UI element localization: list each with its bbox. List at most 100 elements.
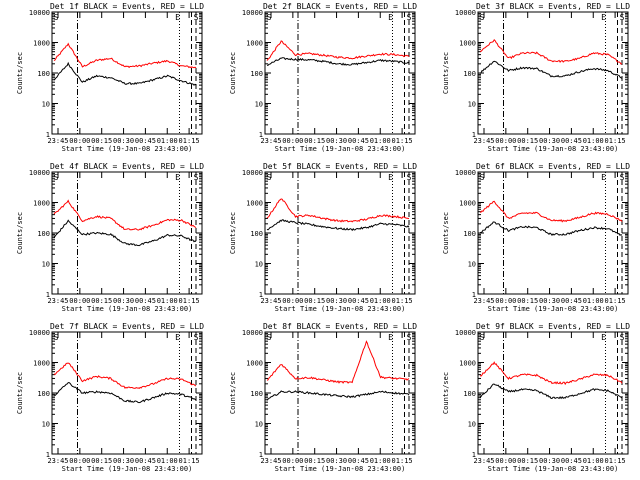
chart-panel-3: Det 3f BLACK = Events, RED = LLD 1 10 100 10… — [442, 2, 630, 153]
y-axis-label: Counts/sec — [16, 212, 24, 254]
segment-marker: E — [601, 13, 606, 22]
y-tick-label: 1000 — [33, 40, 50, 48]
y-axis-label: Counts/sec — [16, 52, 24, 94]
x-tick-label: 00:45 — [561, 137, 582, 145]
segment-marker: S — [194, 333, 199, 342]
y-tick-label: 10 — [42, 101, 50, 109]
y-tick-label: 1 — [46, 131, 50, 139]
x-tick-label: 23:45 — [47, 297, 68, 305]
series-line-lld — [266, 340, 410, 384]
series-line-lld — [53, 199, 197, 231]
chart-panel-8: Det 8f BLACK = Events, RED = LLD 1 10 100 10… — [229, 322, 417, 473]
x-tick-label: 00:00 — [495, 457, 516, 465]
x-tick-label: 00:45 — [561, 297, 582, 305]
y-tick-label: 100 — [37, 230, 50, 238]
x-tick-label: 23:45 — [473, 137, 494, 145]
y-tick-label: 100 — [463, 390, 476, 398]
y-axis-label: Counts/sec — [442, 212, 450, 254]
y-tick-label: 10 — [468, 261, 476, 269]
y-tick-label: 100 — [463, 230, 476, 238]
x-tick-label: 00:15 — [304, 457, 325, 465]
chart-panel-7: Det 7f BLACK = Events, RED = LLD 1 10 100 10… — [16, 322, 204, 473]
x-tick-label: 01:00 — [583, 137, 604, 145]
y-tick-label: 10 — [42, 261, 50, 269]
y-tick-label: 1000 — [246, 360, 263, 368]
segment-marker: S — [54, 333, 59, 342]
series-line-events — [479, 221, 623, 237]
x-tick-label: 00:00 — [495, 137, 516, 145]
x-tick-label: 00:00 — [69, 137, 90, 145]
x-axis-label: Start Time (19-Jan-08 23:43:00) — [275, 145, 406, 153]
y-tick-label: 1000 — [459, 40, 476, 48]
segment-marker: E — [388, 13, 393, 22]
segment-marker: S — [267, 13, 272, 22]
x-tick-label: 00:00 — [69, 297, 90, 305]
chart-title: Det 7f BLACK = Events, RED = LLD — [50, 322, 204, 331]
y-tick-label: 10 — [42, 421, 50, 429]
series-line-lld — [479, 361, 623, 386]
chart-title: Det 9f BLACK = Events, RED = LLD — [476, 322, 630, 331]
x-tick-label: 01:15 — [179, 457, 200, 465]
chart-title: Det 1f BLACK = Events, RED = LLD — [50, 2, 204, 11]
segment-marker: S — [620, 333, 625, 342]
chart-panel-1: Det 1f BLACK = Events, RED = LLD 1 10 100 10… — [16, 2, 204, 153]
x-tick-label: 00:30 — [113, 297, 134, 305]
x-axis-label: Start Time (19-Jan-08 23:43:00) — [62, 465, 193, 473]
x-axis-label: Start Time (19-Jan-08 23:43:00) — [62, 145, 193, 153]
series-line-events — [266, 390, 410, 401]
x-tick-label: 00:45 — [135, 297, 156, 305]
x-tick-label: 00:45 — [135, 137, 156, 145]
x-tick-label: 00:00 — [282, 457, 303, 465]
y-tick-label: 1 — [472, 131, 476, 139]
x-tick-label: 00:45 — [348, 457, 369, 465]
y-tick-label: 10 — [255, 261, 263, 269]
x-axis-label: Start Time (19-Jan-08 23:43:00) — [488, 305, 619, 313]
y-tick-label: 100 — [250, 230, 263, 238]
segment-marker: S — [194, 173, 199, 182]
x-tick-label: 00:00 — [282, 297, 303, 305]
segment-marker: S — [480, 13, 485, 22]
chart-panel-5: Det 5f BLACK = Events, RED = LLD 1 10 100 10… — [229, 162, 417, 313]
y-tick-label: 1000 — [246, 40, 263, 48]
segment-marker: S — [620, 13, 625, 22]
x-tick-label: 00:00 — [282, 137, 303, 145]
segment-marker: E — [601, 173, 606, 182]
segment-marker: E — [175, 13, 180, 22]
segment-marker: S — [407, 173, 412, 182]
series-line-lld — [266, 40, 410, 61]
x-tick-label: 00:15 — [517, 297, 538, 305]
x-tick-label: 01:15 — [605, 297, 626, 305]
y-tick-label: 1 — [472, 451, 476, 459]
x-tick-label: 00:45 — [348, 297, 369, 305]
x-tick-label: 00:30 — [539, 297, 560, 305]
x-tick-label: 23:45 — [47, 457, 68, 465]
series-line-lld — [53, 42, 197, 69]
x-tick-label: 01:15 — [605, 137, 626, 145]
chart-panel-2: Det 2f BLACK = Events, RED = LLD 1 10 100 10… — [229, 2, 417, 153]
x-tick-label: 00:00 — [495, 297, 516, 305]
y-tick-label: 10000 — [242, 169, 263, 177]
y-tick-label: 1 — [259, 131, 263, 139]
y-tick-label: 10000 — [29, 329, 50, 337]
x-tick-label: 01:00 — [157, 297, 178, 305]
x-tick-label: 01:15 — [179, 137, 200, 145]
x-tick-label: 00:15 — [91, 137, 112, 145]
chart-title: Det 6f BLACK = Events, RED = LLD — [476, 162, 630, 171]
y-tick-label: 1 — [472, 291, 476, 299]
segment-marker: S — [194, 13, 199, 22]
x-tick-label: 01:15 — [392, 457, 413, 465]
y-tick-label: 1000 — [33, 200, 50, 208]
y-tick-label: 100 — [37, 70, 50, 78]
y-tick-label: 10000 — [29, 169, 50, 177]
y-tick-label: 1000 — [459, 360, 476, 368]
y-axis-label: Counts/sec — [16, 372, 24, 414]
x-tick-label: 00:15 — [517, 457, 538, 465]
series-line-lld — [479, 200, 623, 223]
chart-title: Det 2f BLACK = Events, RED = LLD — [263, 2, 417, 11]
x-tick-label: 00:30 — [539, 137, 560, 145]
x-tick-label: 01:00 — [157, 457, 178, 465]
segment-marker: E — [388, 333, 393, 342]
series-line-events — [53, 382, 197, 404]
x-tick-label: 23:45 — [473, 457, 494, 465]
